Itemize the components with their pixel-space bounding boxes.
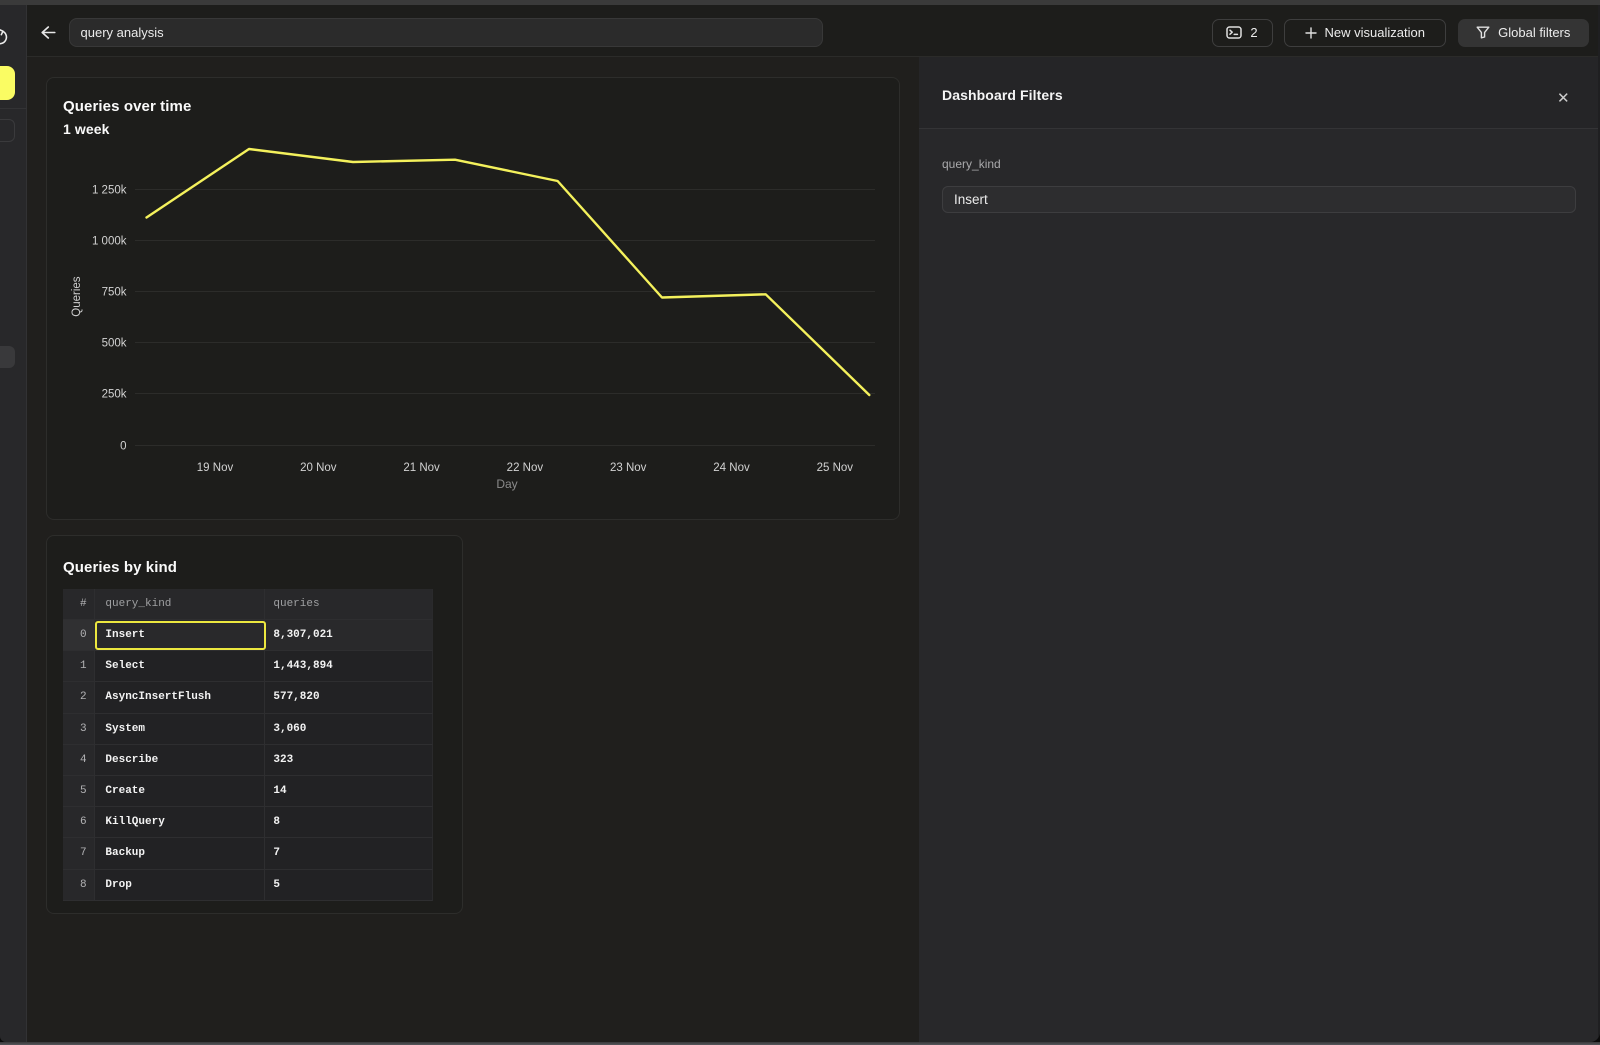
svg-text:750k: 750k: [102, 287, 127, 299]
svg-text:21 Nov: 21 Nov: [403, 462, 440, 474]
svg-text:1 250k: 1 250k: [92, 185, 127, 197]
svg-text:Queries: Queries: [71, 276, 83, 317]
svg-text:250k: 250k: [102, 389, 127, 401]
svg-text:22 Nov: 22 Nov: [507, 462, 544, 474]
svg-text:Day: Day: [496, 477, 517, 491]
svg-text:1 000k: 1 000k: [92, 236, 127, 248]
svg-text:500k: 500k: [102, 338, 127, 350]
svg-text:23 Nov: 23 Nov: [610, 462, 647, 474]
svg-text:19 Nov: 19 Nov: [197, 462, 234, 474]
svg-text:25 Nov: 25 Nov: [817, 462, 854, 474]
svg-text:20 Nov: 20 Nov: [300, 462, 337, 474]
svg-text:0: 0: [120, 441, 126, 453]
svg-text:24 Nov: 24 Nov: [713, 462, 750, 474]
